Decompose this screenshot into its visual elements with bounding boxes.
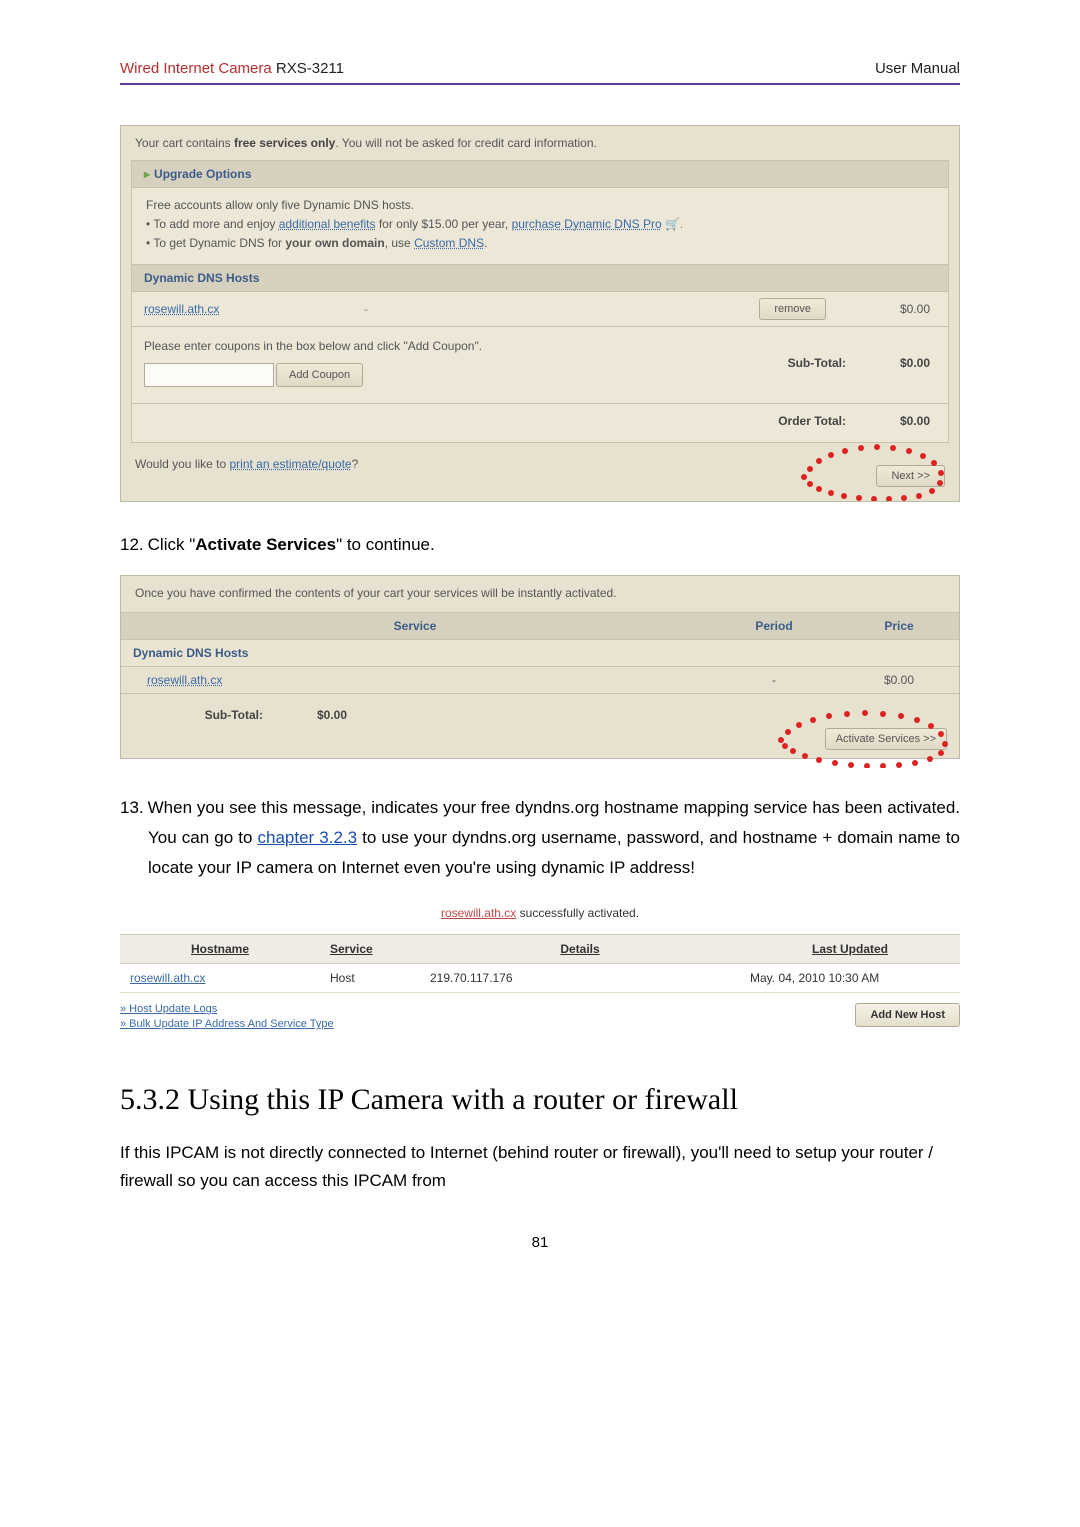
activate-subtotal-value: $0.00 [263, 708, 353, 722]
custom-dns-link[interactable]: Custom DNS [414, 236, 484, 250]
product-name: Wired Internet Camera [120, 60, 272, 77]
host-price: $0.00 [826, 302, 936, 316]
section-paragraph: If this IPCAM is not directly connected … [120, 1139, 960, 1193]
header-right: User Manual [875, 60, 960, 77]
upgrade-line-3: • To get Dynamic DNS for your own domain… [146, 234, 934, 253]
th-service: Service [320, 935, 420, 963]
row-service: Host [320, 964, 420, 992]
th-price: Price [839, 613, 959, 639]
add-new-host-button[interactable]: Add New Host [855, 1003, 960, 1027]
hosts-footer: » Host Update Logs » Bulk Update IP Addr… [120, 993, 960, 1033]
page-header: Wired Internet Camera RXS-3211 User Manu… [120, 60, 960, 85]
hosts-table-header: Hostname Service Details Last Updated [120, 934, 960, 964]
step-12: 12.Click "Activate Services" to continue… [120, 532, 960, 558]
subtotal-label: Sub-Total: [716, 356, 846, 370]
th-hostname: Hostname [120, 935, 320, 963]
order-total-row: Order Total: $0.00 [132, 404, 948, 442]
service-host-link[interactable]: rosewill.ath.cx [121, 667, 709, 693]
order-total-value: $0.00 [846, 414, 936, 428]
th-last-updated: Last Updated [740, 935, 960, 963]
service-period: - [709, 667, 839, 693]
section-heading: 5.3.2 Using this IP Camera with a router… [120, 1083, 960, 1117]
arrow-icon: ▸ [144, 167, 150, 181]
row-details: 219.70.117.176 [420, 964, 740, 992]
next-button[interactable]: Next >> [876, 465, 945, 487]
upgrade-line-2: • To add more and enjoy additional benef… [146, 215, 934, 234]
cart-intro: Your cart contains free services only. Y… [121, 126, 959, 154]
activate-intro: Once you have confirmed the contents of … [121, 576, 959, 612]
host-link[interactable]: rosewill.ath.cx [144, 302, 364, 316]
activated-screenshot: rosewill.ath.cx successfully activated. … [120, 906, 960, 1033]
page-number: 81 [120, 1234, 960, 1251]
remove-button[interactable]: remove [759, 298, 826, 320]
upgrade-panel-body: Free accounts allow only five Dynamic DN… [132, 188, 948, 264]
th-service: Service [121, 613, 709, 639]
print-quote-link[interactable]: print an estimate/quote [230, 457, 352, 471]
service-row: rosewill.ath.cx - $0.00 [121, 667, 959, 694]
upgrade-line-1: Free accounts allow only five Dynamic DN… [146, 196, 934, 215]
coupon-input[interactable] [144, 363, 274, 387]
model-name: RXS-3211 [276, 60, 344, 77]
coupon-area: Please enter coupons in the box below an… [132, 327, 948, 404]
th-details: Details [420, 935, 740, 963]
service-price: $0.00 [839, 667, 959, 693]
activate-screenshot: Once you have confirmed the contents of … [120, 575, 960, 759]
chapter-link[interactable]: chapter 3.2.3 [258, 828, 358, 847]
order-total-label: Order Total: [716, 414, 846, 428]
step-13: 13.When you see this message, indicates … [120, 793, 960, 882]
cart-icon: 🛒. [662, 217, 684, 231]
header-left: Wired Internet Camera RXS-3211 [120, 60, 344, 77]
activate-subtotal-label: Sub-Total: [133, 708, 263, 722]
hosts-header: Dynamic DNS Hosts [132, 264, 948, 292]
th-period: Period [709, 613, 839, 639]
coupon-instruction: Please enter coupons in the box below an… [144, 339, 716, 353]
add-coupon-button[interactable]: Add Coupon [276, 363, 363, 387]
subtotal-value: $0.00 [846, 356, 936, 370]
success-message: rosewill.ath.cx successfully activated. [120, 906, 960, 920]
upgrade-panel: ▸Upgrade Options Free accounts allow onl… [131, 160, 949, 443]
host-row: rosewill.ath.cx - remove $0.00 [132, 292, 948, 327]
upgrade-panel-title: ▸Upgrade Options [132, 161, 948, 188]
bulk-update-link[interactable]: » Bulk Update IP Address And Service Typ… [120, 1018, 855, 1030]
hosts-table-row: rosewill.ath.cx Host 219.70.117.176 May.… [120, 964, 960, 993]
purchase-pro-link[interactable]: purchase Dynamic DNS Pro [512, 217, 662, 231]
row-hostname-link[interactable]: rosewill.ath.cx [120, 964, 320, 992]
row-last-updated: May. 04, 2010 10:30 AM [740, 964, 960, 992]
activated-host-link[interactable]: rosewill.ath.cx [441, 906, 516, 920]
host-update-logs-link[interactable]: » Host Update Logs [120, 1003, 855, 1015]
additional-benefits-link[interactable]: additional benefits [279, 217, 376, 231]
cart-screenshot: Your cart contains free services only. Y… [120, 125, 960, 502]
services-group-header: Dynamic DNS Hosts [121, 640, 959, 667]
activate-services-button[interactable]: Activate Services >> [825, 728, 947, 750]
services-table-header: Service Period Price [121, 612, 959, 640]
quote-line: Would you like to print an estimate/quot… [121, 447, 959, 501]
